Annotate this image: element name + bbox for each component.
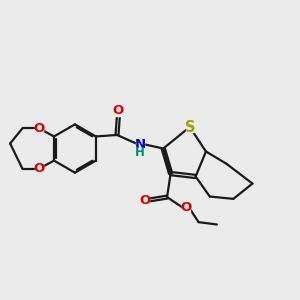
Text: O: O xyxy=(180,201,191,214)
Bar xyxy=(34,124,43,133)
Bar xyxy=(182,203,190,212)
Text: N: N xyxy=(135,138,146,151)
Bar xyxy=(141,195,149,205)
Bar xyxy=(34,164,43,174)
Text: H: H xyxy=(135,146,145,159)
Bar xyxy=(186,122,194,132)
Text: O: O xyxy=(33,162,44,175)
Text: O: O xyxy=(140,194,151,207)
Bar xyxy=(136,140,144,149)
Text: O: O xyxy=(33,122,44,135)
Text: O: O xyxy=(113,104,124,117)
Text: S: S xyxy=(184,119,195,134)
Bar xyxy=(114,106,123,116)
Bar xyxy=(136,148,144,158)
